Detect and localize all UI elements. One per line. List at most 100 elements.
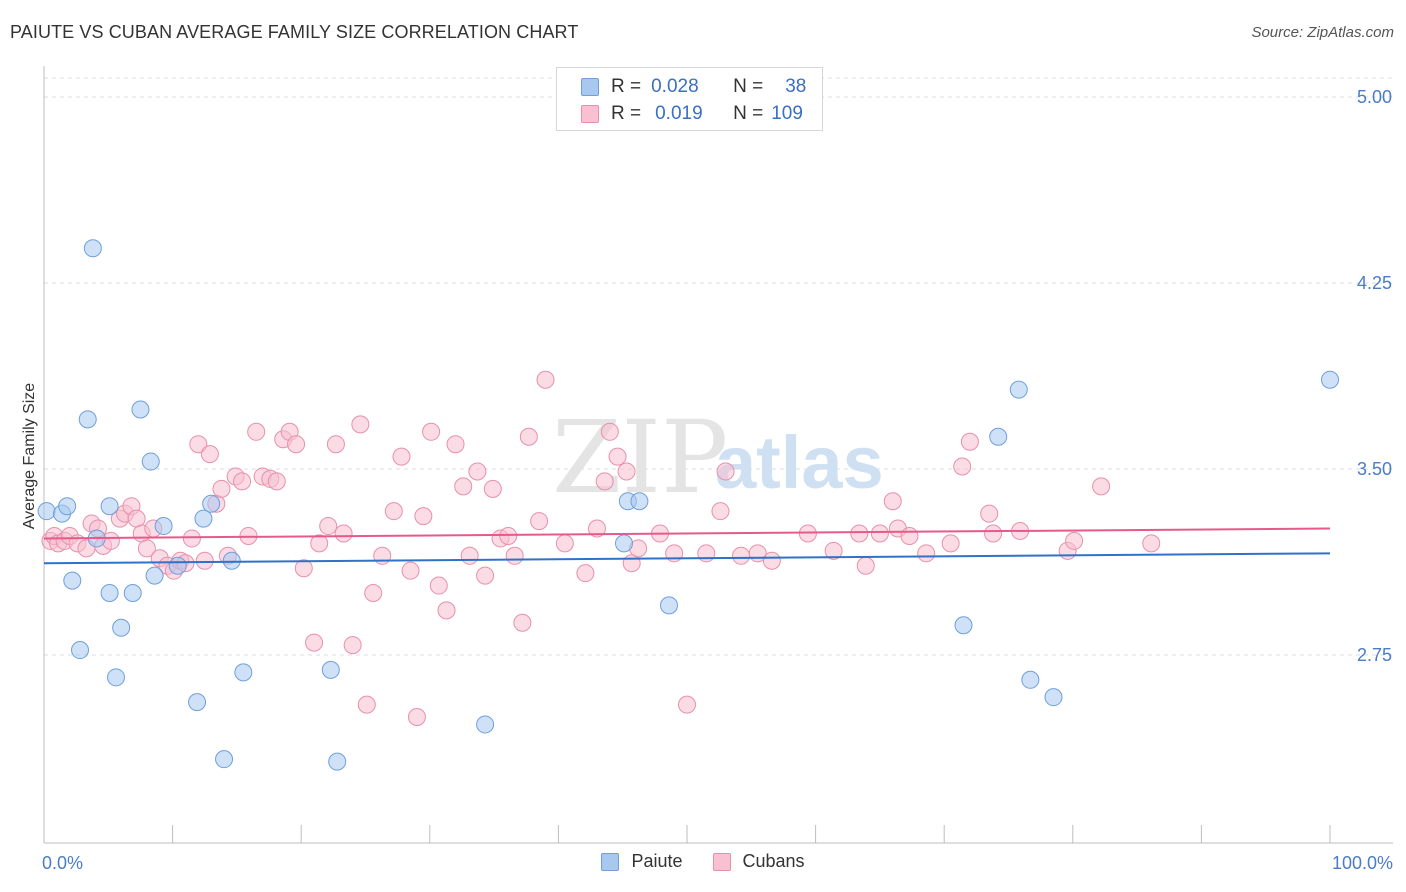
axis-labels: 2.75 3.50 4.25 5.00 0.0% 100.0% Average Family… xyxy=(21,87,1393,873)
paiute-point xyxy=(1044,688,1063,707)
cubans-point xyxy=(200,445,219,464)
cubans-swatch xyxy=(712,852,731,871)
paiute-point xyxy=(100,584,119,602)
cubans-point xyxy=(917,544,936,563)
paiute-swatch xyxy=(581,78,599,96)
cubans-point xyxy=(357,695,376,714)
cubans-point xyxy=(960,432,979,451)
chart-title: PAIUTE VS CUBAN AVERAGE FAMILY SIZE CORR… xyxy=(10,22,579,42)
series-legend: Paiute Cubans xyxy=(0,851,1406,872)
cubans-point xyxy=(422,422,441,441)
gridlines xyxy=(44,77,1393,656)
n-value: 38 xyxy=(785,76,807,97)
cubans-point xyxy=(384,502,403,521)
paiute-point xyxy=(614,534,633,553)
cubans-point xyxy=(856,556,875,575)
paiute-point xyxy=(954,616,973,635)
paiute-point xyxy=(1009,380,1028,399)
cubans-point xyxy=(824,541,843,560)
paiute-point xyxy=(194,509,213,528)
n-label: N = xyxy=(733,103,764,124)
cubans-point xyxy=(212,479,231,498)
legend-item-cubans[interactable]: Cubans xyxy=(712,851,805,872)
axes xyxy=(43,66,1393,844)
cubans-point xyxy=(189,435,208,454)
cubans-point xyxy=(850,524,869,543)
cubans-point xyxy=(530,512,549,531)
legend-item-paiute[interactable]: Paiute xyxy=(601,851,683,872)
cubans-point xyxy=(407,708,426,726)
paiute-trend-line xyxy=(43,552,1331,565)
paiute-point xyxy=(476,715,495,734)
legend-label: Cubans xyxy=(742,851,805,871)
cubans-point xyxy=(595,472,614,491)
paiute-point xyxy=(100,497,119,516)
r-value: 0.028 xyxy=(651,76,699,97)
cubans-point xyxy=(536,370,555,389)
n-label: N = xyxy=(733,76,764,97)
paiute-point xyxy=(131,400,150,419)
correlation-legend: R = 0.028 N = 38 R = 0.019 N = 109 xyxy=(556,67,823,131)
paiute-point xyxy=(37,502,56,521)
cubans-point xyxy=(182,529,201,548)
cubans-point xyxy=(476,566,495,585)
paiute-point xyxy=(215,750,234,769)
cubans-point xyxy=(287,435,306,454)
cubans-point xyxy=(401,561,420,580)
paiute-point xyxy=(63,571,82,590)
cubans-point xyxy=(364,584,383,602)
cubans-point xyxy=(519,427,538,446)
cubans-point xyxy=(1092,477,1111,496)
paiute-point xyxy=(145,566,164,585)
paiute-point xyxy=(989,427,1008,446)
cubans-point xyxy=(953,457,972,476)
cubans-point xyxy=(460,546,479,565)
paiute-point xyxy=(321,660,340,679)
y-tick-label: 5.00 xyxy=(1357,87,1392,107)
cubans-point xyxy=(483,479,502,498)
r-value: 0.019 xyxy=(655,103,703,124)
paiute-point xyxy=(107,668,126,687)
cubans-point xyxy=(732,546,751,565)
paiute-point xyxy=(83,239,102,258)
cubans-point xyxy=(446,435,465,454)
y-tick-label: 2.75 xyxy=(1357,645,1392,665)
y-axis-title: Average Family Size xyxy=(21,383,38,530)
legend-row-paiute: R = 0.028 N = 38 xyxy=(581,74,806,100)
x-tick-label-start: 0.0% xyxy=(42,853,83,873)
paiute-point xyxy=(1021,670,1040,689)
cubans-point xyxy=(697,544,716,563)
paiute-point xyxy=(1321,370,1339,389)
cubans-point xyxy=(678,695,696,714)
paiute-point xyxy=(78,410,97,429)
watermark: ZIP atlas xyxy=(552,399,884,516)
cubans-point xyxy=(587,519,606,538)
cubans-point xyxy=(373,546,392,565)
cubans-point xyxy=(883,492,902,511)
paiute-point xyxy=(202,494,221,513)
cubans-point xyxy=(319,517,338,536)
cubans-trend-line xyxy=(43,527,1331,540)
y-tick-label: 4.25 xyxy=(1357,273,1392,293)
legend-label: Paiute xyxy=(631,851,683,871)
cubans-point xyxy=(247,422,266,441)
cubans-point xyxy=(437,601,456,620)
cubans-point xyxy=(505,546,524,565)
cubans-point xyxy=(343,636,362,655)
cubans-point xyxy=(980,504,999,523)
cubans-point xyxy=(1065,531,1084,550)
cubans-point xyxy=(195,551,214,570)
legend-row-cubans: R = 0.019 N = 109 xyxy=(581,101,803,127)
cubans-point xyxy=(941,534,960,553)
paiute-point xyxy=(123,584,142,602)
y-tick-label: 3.50 xyxy=(1357,459,1392,479)
cubans-point xyxy=(711,502,730,521)
paiute-point xyxy=(328,752,347,771)
cubans-point xyxy=(137,539,156,558)
cubans-point xyxy=(608,447,627,466)
paiute-point xyxy=(234,663,253,682)
trend-lines xyxy=(43,527,1331,565)
cubans-point xyxy=(513,613,532,632)
cubans-point xyxy=(351,415,370,434)
